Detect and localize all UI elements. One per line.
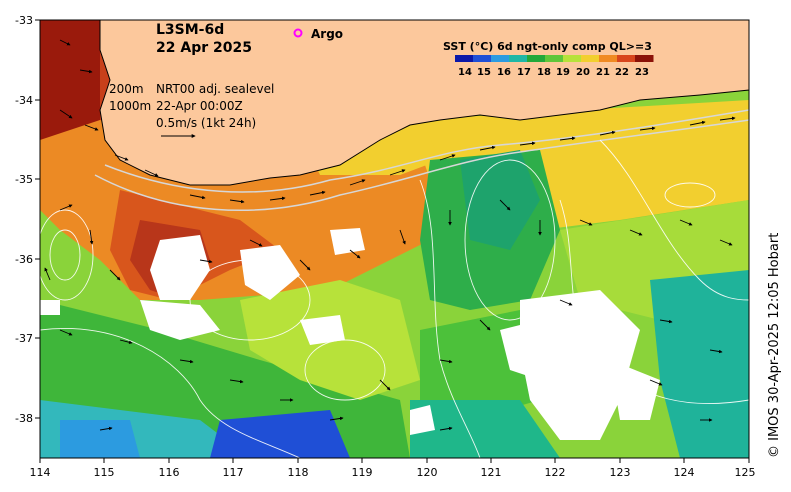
axis-ticks (35, 19, 750, 463)
argo-label: Argo (311, 27, 343, 41)
colorbar-segment (599, 55, 618, 62)
colorbar-tick-label: 14 (458, 67, 472, 78)
colorbar-tick-label: 16 (497, 67, 511, 78)
colorbar-segment (545, 55, 564, 62)
latitude-labels: -33 -34 -35 -36 -37 -38 (15, 14, 33, 425)
bathymetry-contours (94, 109, 750, 212)
colorbar-tick-label: 19 (556, 67, 570, 78)
current-vectors (44, 39, 736, 431)
colorbar-segment (635, 55, 654, 62)
cloud-mask (40, 228, 660, 440)
lon-tick-label: 117 (223, 466, 244, 479)
lon-tick-label: 122 (545, 466, 566, 479)
lon-tick-label: 115 (94, 466, 115, 479)
date-label: 22 Apr 2025 (156, 40, 252, 56)
lon-tick-label: 125 (735, 466, 756, 479)
colorbar-segment (491, 55, 510, 62)
current-time-label: 22-Apr 00:00Z (156, 99, 243, 113)
colorbar-tick-label: 20 (576, 67, 590, 78)
colorbar-segment (563, 55, 582, 62)
colorbar-segment (617, 55, 636, 62)
lon-tick-label: 124 (674, 466, 695, 479)
current-scale-label: 0.5m/s (1kt 24h) (156, 116, 256, 130)
colorbar-tick-label: 15 (477, 67, 491, 78)
longitude-labels: 114 115 116 117 118 119 120 121 122 123 … (30, 466, 756, 479)
lon-tick-label: 121 (481, 466, 502, 479)
lat-tick-label: -35 (15, 173, 33, 186)
colorbar-segment (455, 55, 474, 62)
argo-marker-icon (293, 28, 303, 38)
lat-tick-label: -38 (15, 412, 33, 425)
colorbar-tick-label: 17 (517, 67, 531, 78)
lon-tick-label: 114 (30, 466, 51, 479)
lat-tick-label: -37 (15, 332, 33, 345)
current-source-label: NRT00 adj. sealevel (156, 82, 274, 96)
colorbar-tick-label: 21 (596, 67, 610, 78)
colorbar-ticks: 14 15 16 17 18 19 20 21 22 23 (458, 67, 649, 78)
colorbar-tick-label: 23 (635, 67, 649, 78)
colorbar-segment (509, 55, 528, 62)
lon-tick-label: 116 (159, 466, 180, 479)
lat-tick-label: -33 (15, 14, 33, 27)
contour-label-200m: 200m (109, 82, 144, 96)
credit-label: © IMOS 30-Apr-2025 12:05 Hobart (767, 232, 782, 458)
lat-tick-label: -34 (15, 94, 33, 107)
lon-tick-label: 120 (417, 466, 438, 479)
colorbar-segment (473, 55, 492, 62)
lon-tick-label: 123 (610, 466, 631, 479)
colorbar-segment (581, 55, 600, 62)
colorbar-segment (527, 55, 546, 62)
colorbar-tick-label: 22 (615, 67, 629, 78)
lon-tick-label: 119 (352, 466, 373, 479)
lat-tick-label: -36 (15, 253, 33, 266)
map-frame (39, 19, 750, 459)
product-title: L3SM-6d (156, 22, 224, 38)
sealevel-contours (36, 139, 750, 459)
colorbar (455, 55, 654, 62)
colorbar-tick-label: 18 (537, 67, 551, 78)
lon-tick-label: 118 (288, 466, 309, 479)
colorbar-title: SST (°C) 6d ngt-only comp QL>=3 (443, 40, 652, 53)
contour-label-1000m: 1000m (109, 99, 151, 113)
